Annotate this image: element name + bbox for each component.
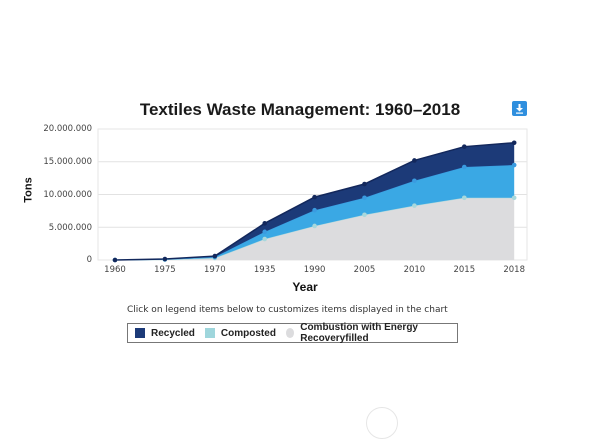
data-point[interactable]: [212, 253, 218, 259]
series-area: [115, 197, 515, 260]
chart-title: Textiles Waste Management: 1960–2018: [139, 100, 461, 119]
x-tick: 1975: [154, 265, 176, 275]
legend-item-composted[interactable]: Composted: [204, 327, 276, 339]
y-tick: 20.000.000: [43, 124, 92, 134]
y-tick: 15.000.000: [43, 157, 92, 167]
combustion-swatch-icon: [285, 328, 295, 338]
legend-item-recycled[interactable]: Recycled: [135, 328, 195, 339]
data-point[interactable]: [112, 257, 118, 263]
x-tick: 1960: [104, 265, 126, 275]
download-icon: [516, 104, 523, 114]
recycled-swatch-icon: [135, 328, 145, 338]
legend-label: Recycled: [151, 327, 195, 339]
x-tick: 1970: [203, 265, 226, 275]
legend-item-combustion[interactable]: Combustion with Energy Recoveryfilled: [285, 322, 457, 344]
x-tick: 2005: [353, 265, 376, 275]
y-tick: 5.000.000: [48, 223, 92, 233]
download-button[interactable]: [512, 101, 527, 116]
x-tick: 2010: [403, 265, 426, 275]
data-point[interactable]: [312, 223, 317, 229]
data-point[interactable]: [262, 221, 268, 226]
series-area: [115, 142, 515, 260]
data-point[interactable]: [412, 203, 417, 208]
data-point[interactable]: [462, 144, 467, 149]
data-point[interactable]: [162, 256, 168, 262]
data-point[interactable]: [312, 194, 317, 200]
legend-hint: Click on legend items below to customize…: [127, 305, 448, 315]
data-point[interactable]: [462, 164, 467, 170]
data-point[interactable]: [362, 212, 367, 218]
data-point[interactable]: [262, 229, 268, 235]
legend: Recycled Composted Combustion with Energ…: [127, 322, 458, 344]
y-tick: 0: [86, 255, 92, 265]
legend-label: Combustion with Energy Recoveryfilled: [300, 322, 418, 344]
plot-area: [97, 128, 528, 263]
data-point[interactable]: [511, 140, 517, 146]
y-tick: 10.000.000: [43, 190, 92, 200]
data-point[interactable]: [412, 178, 417, 184]
data-point[interactable]: [362, 195, 367, 201]
data-point[interactable]: [511, 195, 517, 201]
x-tick: 2018: [503, 265, 525, 275]
x-tick: 2015: [453, 265, 476, 275]
data-point[interactable]: [511, 162, 517, 168]
x-tick: 1935: [253, 265, 276, 275]
x-axis-label: Year: [292, 280, 318, 294]
data-point[interactable]: [262, 236, 268, 242]
data-point[interactable]: [412, 158, 417, 163]
data-point[interactable]: [312, 207, 317, 213]
x-tick: 1990: [303, 265, 326, 275]
data-point[interactable]: [362, 181, 367, 187]
scroll-indicator[interactable]: [366, 407, 398, 439]
data-point[interactable]: [462, 195, 467, 201]
legend-label: Composted: [220, 327, 276, 339]
composted-swatch-icon: [204, 328, 215, 338]
